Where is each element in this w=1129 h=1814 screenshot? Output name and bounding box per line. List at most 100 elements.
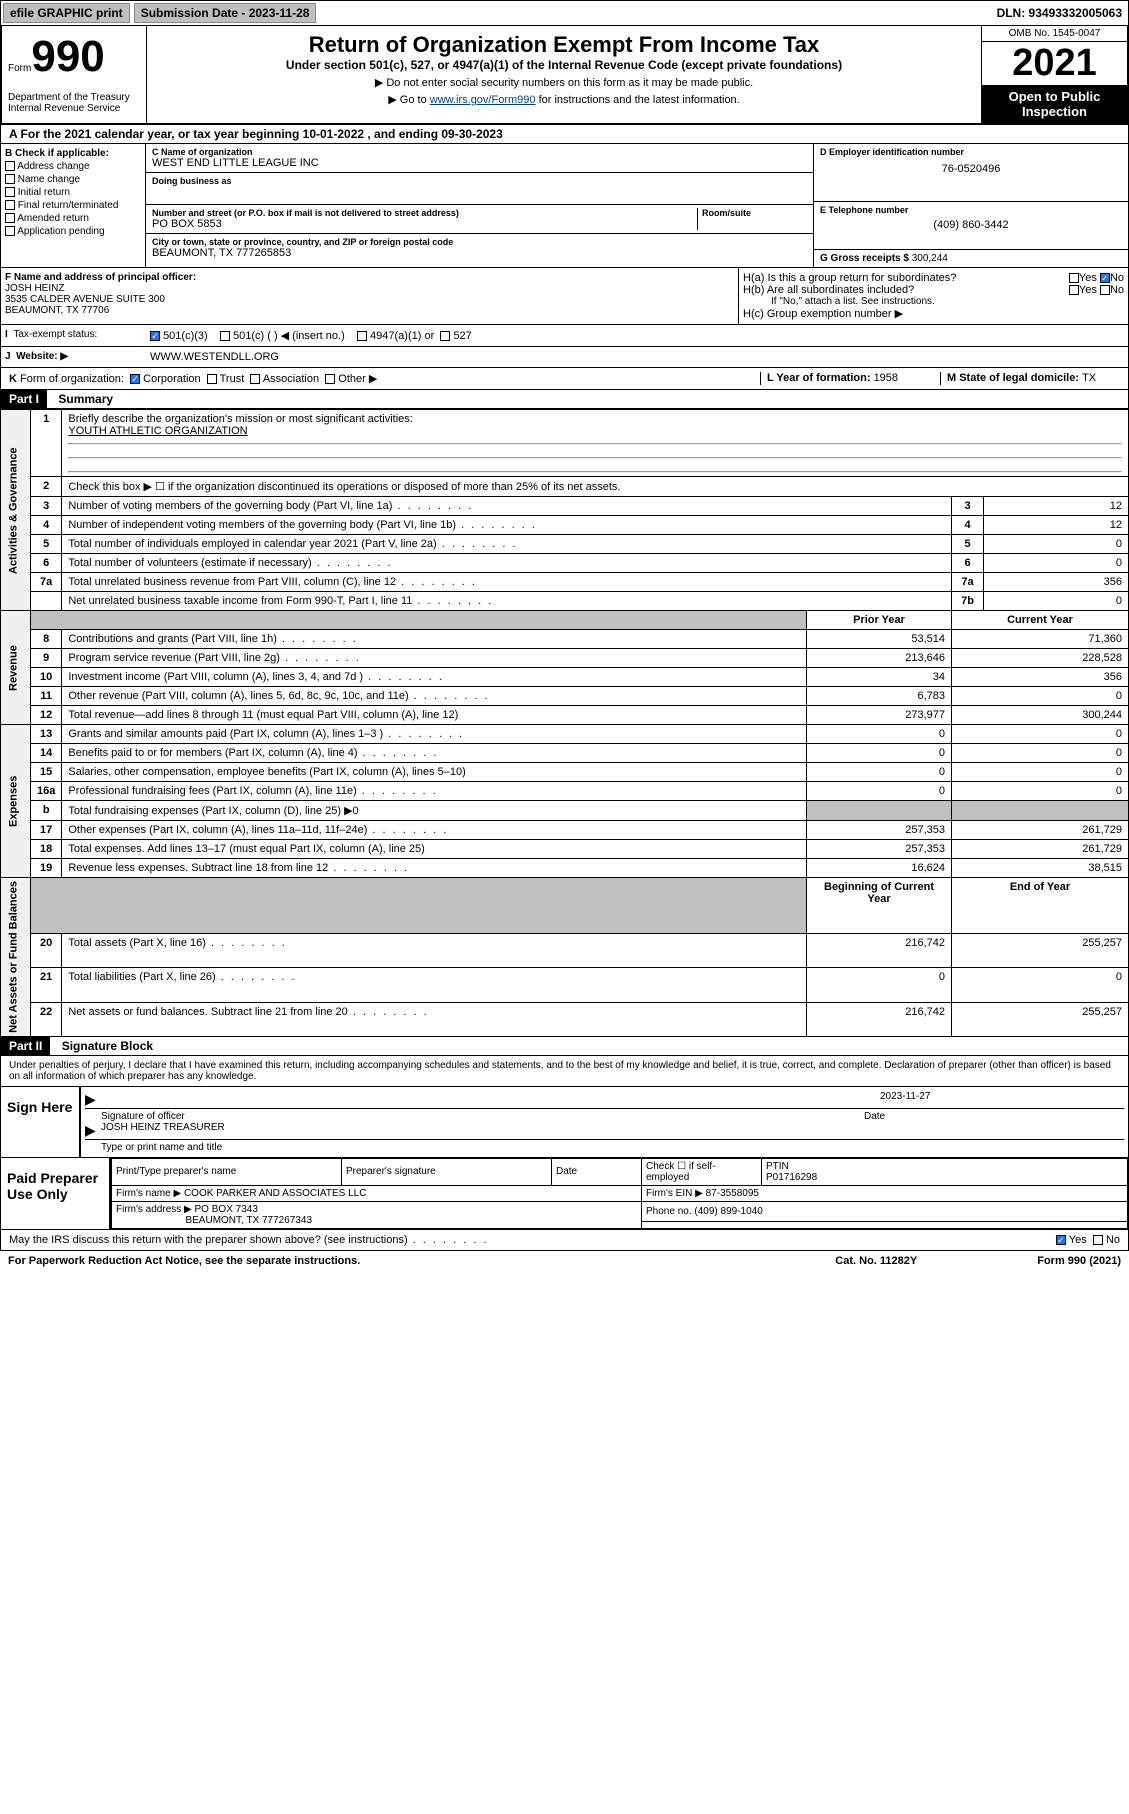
row-j-letter: J bbox=[5, 351, 11, 362]
firm-phone-label: Phone no. bbox=[646, 1206, 692, 1217]
line-box: 3 bbox=[952, 497, 984, 516]
line-num: 1 bbox=[31, 410, 62, 477]
instr2-post: for instructions and the latest informat… bbox=[536, 94, 740, 106]
hb-yes-check[interactable] bbox=[1069, 285, 1079, 295]
check-name-change[interactable]: Name change bbox=[5, 174, 141, 185]
line-num: 15 bbox=[31, 763, 62, 782]
line-text: Benefits paid to or for members (Part IX… bbox=[62, 744, 807, 763]
yes-label: Yes bbox=[1069, 1234, 1087, 1246]
check-address-change[interactable]: Address change bbox=[5, 161, 141, 172]
year-formation-value: 1958 bbox=[874, 372, 898, 384]
check-label: Name change bbox=[18, 174, 80, 185]
line-num: 21 bbox=[31, 968, 62, 1002]
line-text: Professional fundraising fees (Part IX, … bbox=[62, 782, 807, 801]
ptin-value: P01716298 bbox=[766, 1172, 817, 1183]
line-box: 7a bbox=[952, 573, 984, 592]
instruction-1: ▶ Do not enter social security numbers o… bbox=[153, 76, 975, 89]
prior-val: 273,977 bbox=[807, 706, 952, 725]
discuss-no-check[interactable] bbox=[1093, 1235, 1103, 1245]
check-initial-return[interactable]: Initial return bbox=[5, 187, 141, 198]
org-name: WEST END LITTLE LEAGUE INC bbox=[152, 157, 807, 169]
line-text: Total number of volunteers (estimate if … bbox=[62, 554, 952, 573]
paid-preparer-label: Paid Preparer Use Only bbox=[1, 1158, 111, 1229]
discuss-yes-check[interactable] bbox=[1056, 1235, 1066, 1245]
check-label: Amended return bbox=[17, 213, 89, 224]
4947-check[interactable] bbox=[357, 331, 367, 341]
corp-check[interactable] bbox=[130, 374, 140, 384]
line-num: 8 bbox=[31, 630, 62, 649]
submission-date-button[interactable]: Submission Date - 2023-11-28 bbox=[134, 3, 317, 23]
firm-ein-value: 87-3558095 bbox=[706, 1188, 759, 1199]
ha-yes-check[interactable] bbox=[1069, 273, 1079, 283]
other-check[interactable] bbox=[325, 374, 335, 384]
line-num: 5 bbox=[31, 535, 62, 554]
line-num: 9 bbox=[31, 649, 62, 668]
efile-button[interactable]: efile GRAPHIC print bbox=[3, 3, 130, 23]
line-val: 356 bbox=[984, 573, 1129, 592]
street-value: PO BOX 5853 bbox=[152, 218, 697, 230]
line-text: Revenue less expenses. Subtract line 18 … bbox=[62, 859, 807, 878]
line-num: 3 bbox=[31, 497, 62, 516]
current-val: 261,729 bbox=[952, 840, 1129, 859]
omb-number: OMB No. 1545-0047 bbox=[982, 26, 1127, 42]
4947-label: 4947(a)(1) or bbox=[370, 330, 434, 342]
irs-link[interactable]: www.irs.gov/Form990 bbox=[430, 94, 536, 106]
assoc-label: Association bbox=[263, 373, 319, 385]
line-val: 0 bbox=[984, 592, 1129, 611]
title-box: Return of Organization Exempt From Incom… bbox=[147, 26, 982, 123]
top-bar: efile GRAPHIC print Submission Date - 20… bbox=[0, 0, 1129, 26]
sig-date-value: 2023-11-27 bbox=[864, 1091, 1124, 1109]
prep-self-employed: Check ☐ if self-employed bbox=[642, 1158, 762, 1185]
check-label: Application pending bbox=[17, 226, 104, 237]
phone-value: (409) 860-3442 bbox=[820, 219, 1122, 231]
form-number-box: Form990 Department of the Treasury Inter… bbox=[2, 26, 147, 123]
line-num: 10 bbox=[31, 668, 62, 687]
line-text: Number of voting members of the governin… bbox=[62, 497, 952, 516]
mission-label: Briefly describe the organization's miss… bbox=[68, 413, 412, 425]
shaded-cell bbox=[31, 611, 807, 630]
side-revenue: Revenue bbox=[1, 611, 31, 725]
line-text: Grants and similar amounts paid (Part IX… bbox=[62, 725, 807, 744]
department-label: Department of the Treasury Internal Reve… bbox=[8, 92, 140, 114]
ha-no-check[interactable] bbox=[1100, 273, 1110, 283]
line-num: 18 bbox=[31, 840, 62, 859]
hb-no-check[interactable] bbox=[1100, 285, 1110, 295]
sig-officer-label: Signature of officer bbox=[85, 1111, 864, 1122]
box-h: H(a) Is this a group return for subordin… bbox=[738, 268, 1128, 324]
line-num: 12 bbox=[31, 706, 62, 725]
current-val: 261,729 bbox=[952, 821, 1129, 840]
prior-val: 216,742 bbox=[807, 1002, 952, 1036]
officer-name-title: JOSH HEINZ TREASURER bbox=[101, 1122, 225, 1133]
tax-exempt-options: 501(c)(3) 501(c) ( ) ◀ (insert no.) 4947… bbox=[146, 325, 1128, 346]
501c3-check[interactable] bbox=[150, 331, 160, 341]
line-num: 22 bbox=[31, 1002, 62, 1036]
trust-check[interactable] bbox=[207, 374, 217, 384]
501c-check[interactable] bbox=[220, 331, 230, 341]
prior-val: 16,624 bbox=[807, 859, 952, 878]
current-val: 0 bbox=[952, 782, 1129, 801]
prior-val: 0 bbox=[807, 782, 952, 801]
part2-badge: Part II bbox=[1, 1037, 50, 1055]
current-val: 71,360 bbox=[952, 630, 1129, 649]
line-text: Other expenses (Part IX, column (A), lin… bbox=[62, 821, 807, 840]
box-f: F Name and address of principal officer:… bbox=[1, 268, 738, 324]
line-text: Net unrelated business taxable income fr… bbox=[62, 592, 952, 611]
no-label: No bbox=[1110, 272, 1124, 284]
assoc-check[interactable] bbox=[250, 374, 260, 384]
line-num: 20 bbox=[31, 933, 62, 967]
arrow-icon: ▶ bbox=[85, 1122, 96, 1139]
shaded-cell bbox=[807, 801, 952, 821]
discuss-label: May the IRS discuss this return with the… bbox=[9, 1234, 489, 1246]
current-val: 228,528 bbox=[952, 649, 1129, 668]
arrow-icon: ▶ bbox=[85, 1091, 96, 1108]
check-application-pending[interactable]: Application pending bbox=[5, 226, 141, 237]
527-check[interactable] bbox=[440, 331, 450, 341]
prior-val: 0 bbox=[807, 725, 952, 744]
line-val: 12 bbox=[984, 497, 1129, 516]
col-c: C Name of organizationWEST END LITTLE LE… bbox=[146, 144, 813, 267]
line-num: 19 bbox=[31, 859, 62, 878]
trust-label: Trust bbox=[220, 373, 245, 385]
prior-val: 53,514 bbox=[807, 630, 952, 649]
check-final-return[interactable]: Final return/terminated bbox=[5, 200, 141, 211]
check-amended[interactable]: Amended return bbox=[5, 213, 141, 224]
